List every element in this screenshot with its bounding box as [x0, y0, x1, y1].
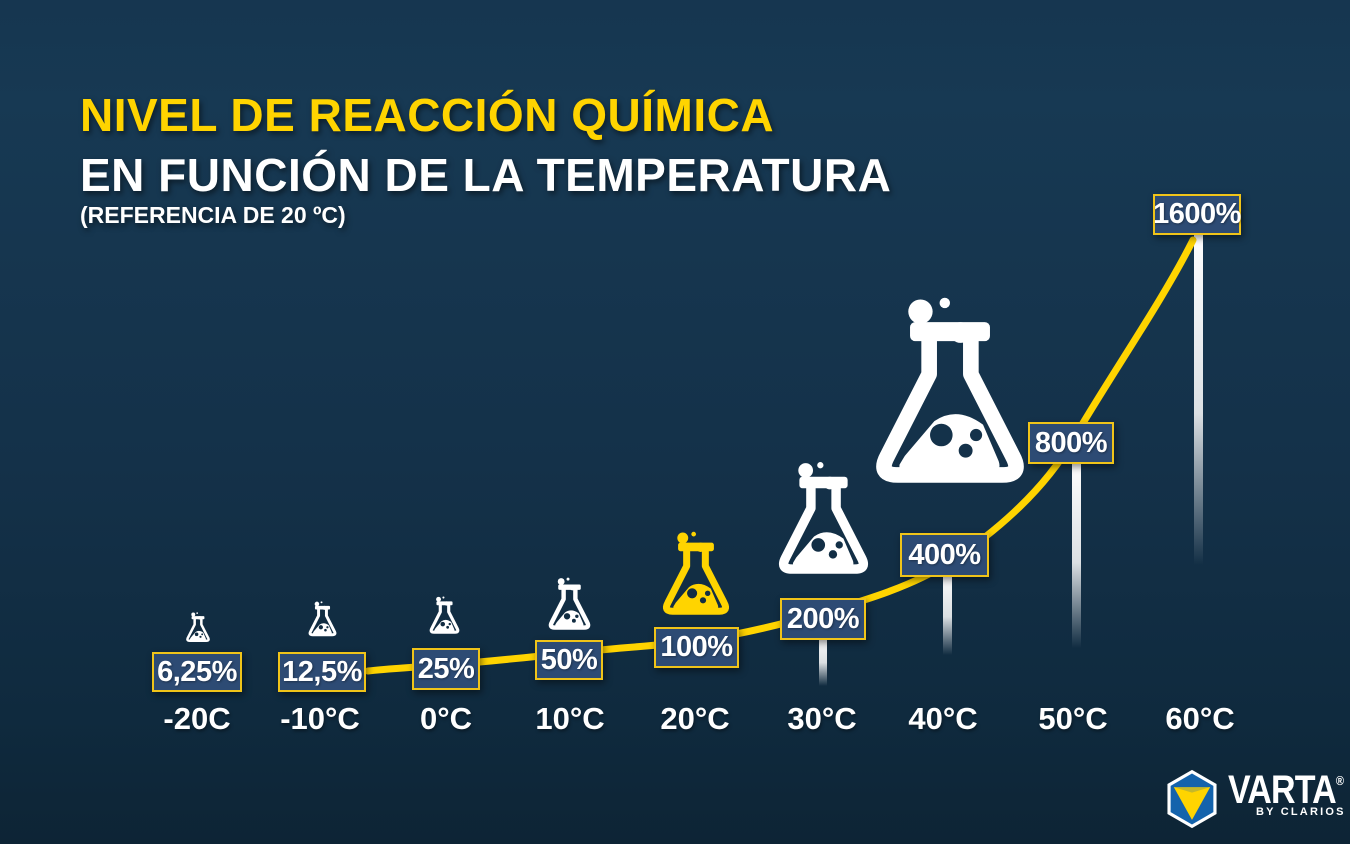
value-badge-125: 12,5%: [278, 652, 366, 692]
flask-icon-40: [863, 296, 1037, 508]
page-title-line2: EN FUNCIÓN DE LA TEMPERATURA: [80, 149, 892, 201]
page-title-line1: NIVEL DE REACCIÓN QUÍMICA: [80, 89, 775, 141]
marker-pole-200: [819, 634, 827, 686]
flask-icon-minus20: [184, 612, 212, 646]
varta-wordmark: VARTA®: [1228, 768, 1344, 812]
x-axis-label-minus10: -10°C: [280, 701, 360, 736]
x-axis-label-50: 50°C: [1038, 701, 1108, 736]
marker-pole-800: [1072, 458, 1081, 648]
x-axis-label-minus20: -20C: [163, 701, 231, 736]
value-badge-50: 50%: [535, 640, 603, 680]
x-axis-label-0: 0°C: [419, 701, 473, 736]
x-axis-label-40: 40°C: [908, 701, 978, 736]
registered-mark: ®: [1335, 773, 1344, 788]
flask-icon-30: [771, 461, 876, 589]
value-badge-400: 400%: [900, 533, 989, 577]
value-badge-1600: 1600%: [1153, 194, 1241, 235]
value-badge-800: 800%: [1028, 422, 1114, 464]
flask-icon-10: [545, 577, 594, 637]
value-badge-25: 25%: [412, 648, 480, 690]
byline-clarios: BY CLARIOS: [1256, 806, 1346, 818]
x-axis-label-20: 20°C: [660, 701, 730, 736]
value-badge-625: 6,25%: [152, 652, 242, 692]
marker-pole-400: [943, 570, 952, 655]
x-axis-label-30: 30°C: [787, 701, 857, 736]
page-title-reference: (REFERENCIA DE 20 ºC): [80, 202, 346, 228]
varta-hexagon-logo: [1167, 769, 1217, 829]
flask-icon-0: [427, 596, 462, 639]
flask-icon-20-highlight: [657, 531, 735, 626]
x-axis-label-10: 10°C: [535, 701, 605, 736]
value-badge-100: 100%: [654, 627, 739, 668]
value-badge-200: 200%: [780, 598, 866, 640]
x-axis-label-60: 60°C: [1165, 701, 1235, 736]
flask-icon-minus10: [306, 601, 339, 641]
marker-pole-1600: [1194, 228, 1203, 565]
